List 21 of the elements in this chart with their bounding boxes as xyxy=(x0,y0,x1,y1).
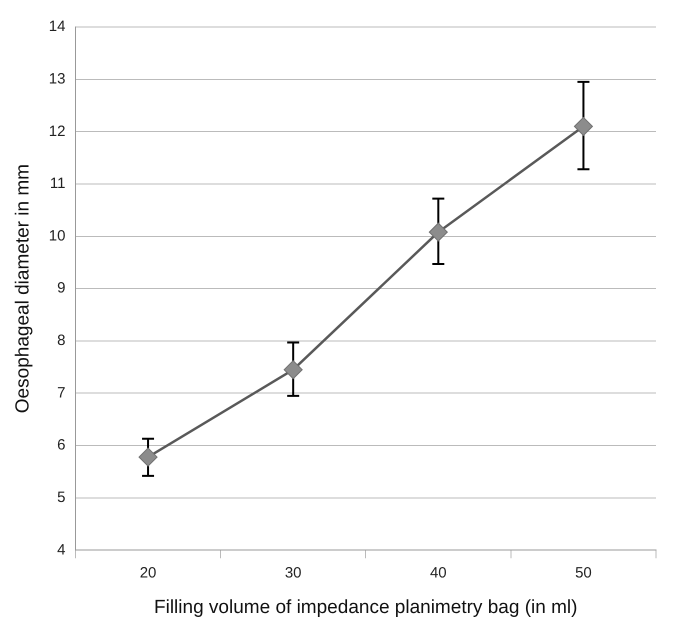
y-tick-label: 12 xyxy=(48,122,66,140)
y-tick-label: 5 xyxy=(57,489,66,506)
point xyxy=(428,222,448,242)
y-tick-label: 13 xyxy=(48,70,66,88)
y-tick-label: 7 xyxy=(57,384,66,402)
y-tick-label: 8 xyxy=(57,332,66,350)
x-tick-label: 30 xyxy=(284,564,302,582)
x-tick-label: 50 xyxy=(575,564,592,582)
y-tick-label: 6 xyxy=(57,436,66,454)
point xyxy=(284,360,303,380)
point xyxy=(138,448,158,467)
x-tick-label: 20 xyxy=(140,564,156,582)
x-axis-title: Filling volume of impedance planimetry bag (in ml) xyxy=(154,596,578,618)
y-tick-label: 10 xyxy=(48,227,66,244)
point xyxy=(574,116,593,136)
x-tick-label: 40 xyxy=(430,564,447,582)
y-tick-label: 4 xyxy=(57,541,66,558)
y-tick-label: 9 xyxy=(57,280,66,297)
y-axis-title: Oesophageal diameter in mm xyxy=(12,164,34,414)
y-tick-label: 11 xyxy=(50,175,66,192)
y-tick-label: 14 xyxy=(48,18,66,36)
